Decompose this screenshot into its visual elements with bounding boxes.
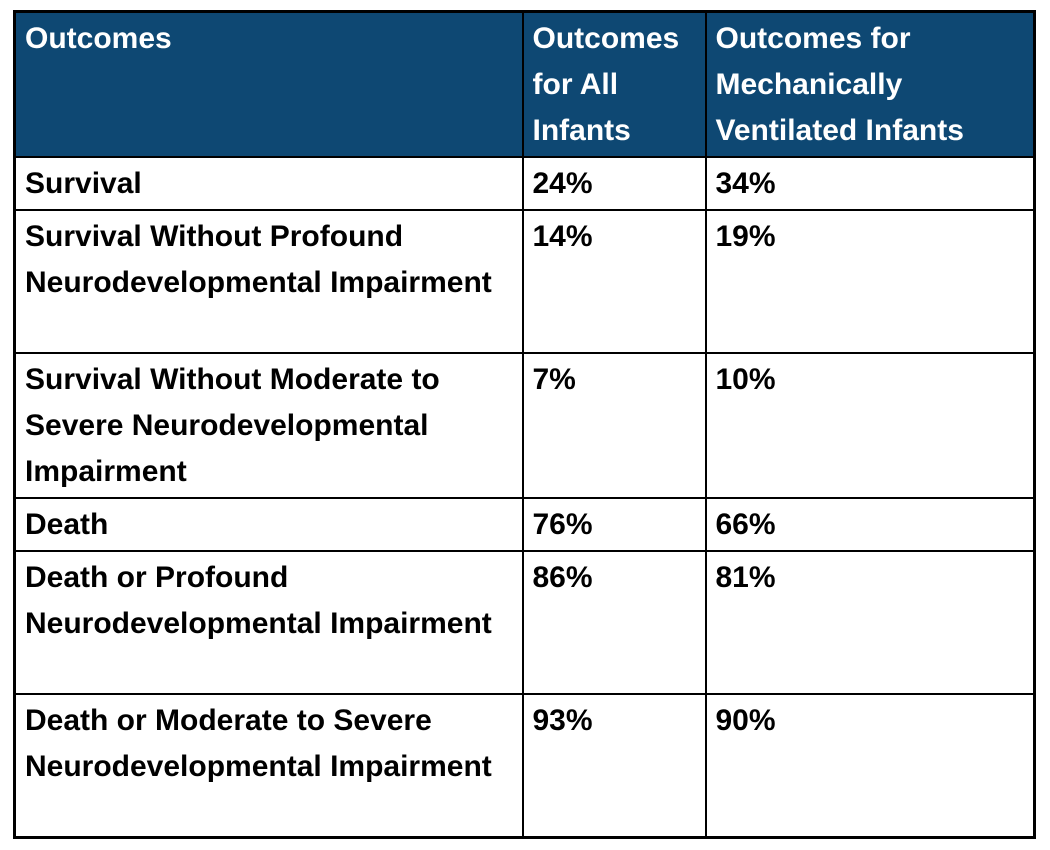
- all-infants-value-cell: 76%: [521, 497, 707, 552]
- table-row: Survival Without Moderate to Severe Neur…: [13, 352, 1036, 499]
- ventilated-value-cell: 90%: [704, 693, 1036, 838]
- ventilated-value-cell: 10%: [704, 352, 1036, 499]
- table-row: Death or Moderate to Severe Neurodevelop…: [13, 693, 1036, 838]
- table-body: Survival 24% 34% Survival Without Profou…: [13, 156, 1036, 838]
- all-infants-value-cell: 24%: [521, 156, 707, 211]
- column-header-all-infants: Outcomes for All Infants: [521, 10, 707, 158]
- table-row: Survival 24% 34%: [13, 156, 1036, 211]
- all-infants-value-cell: 93%: [521, 693, 707, 838]
- outcome-label-cell: Death or Profound Neurodevelopmental Imp…: [13, 550, 524, 695]
- ventilated-value-cell: 34%: [704, 156, 1036, 211]
- table-row: Survival Without Profound Neurodevelopme…: [13, 209, 1036, 354]
- outcomes-table: Outcomes Outcomes for All Infants Outcom…: [13, 10, 1036, 839]
- ventilated-value-cell: 19%: [704, 209, 1036, 354]
- outcome-label-cell: Survival Without Profound Neurodevelopme…: [13, 209, 524, 354]
- outcome-label-cell: Survival Without Moderate to Severe Neur…: [13, 352, 524, 499]
- outcome-label-cell: Death: [13, 497, 524, 552]
- table-row: Death or Profound Neurodevelopmental Imp…: [13, 550, 1036, 695]
- ventilated-value-cell: 81%: [704, 550, 1036, 695]
- table-header: Outcomes Outcomes for All Infants Outcom…: [13, 10, 1036, 158]
- outcome-label-cell: Death or Moderate to Severe Neurodevelop…: [13, 693, 524, 838]
- all-infants-value-cell: 14%: [521, 209, 707, 354]
- column-header-mechanically-ventilated: Outcomes for Mechanically Ventilated Inf…: [704, 10, 1036, 158]
- header-row: Outcomes Outcomes for All Infants Outcom…: [13, 10, 1036, 158]
- outcomes-table-container: Outcomes Outcomes for All Infants Outcom…: [13, 10, 1036, 839]
- ventilated-value-cell: 66%: [704, 497, 1036, 552]
- table-row: Death 76% 66%: [13, 497, 1036, 552]
- outcome-label-cell: Survival: [13, 156, 524, 211]
- all-infants-value-cell: 86%: [521, 550, 707, 695]
- all-infants-value-cell: 7%: [521, 352, 707, 499]
- column-header-outcomes: Outcomes: [13, 10, 524, 158]
